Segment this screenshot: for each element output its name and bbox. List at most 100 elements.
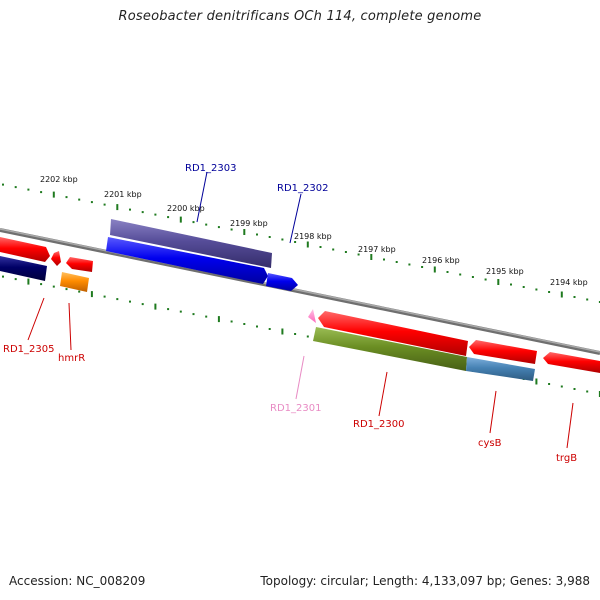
major-tick (27, 278, 30, 285)
genome-backbone-highlight (0, 228, 600, 353)
major-tick (116, 204, 119, 211)
gene-label-rd1-2303: RD1_2303 (185, 163, 236, 174)
minor-tick (332, 248, 335, 251)
major-tick (217, 316, 220, 323)
minor-tick (471, 276, 474, 278)
scale-label-2197: 2197 kbp (358, 245, 396, 254)
leader-rd1-2303 (196, 171, 208, 223)
feature-navy-left[interactable] (0, 256, 47, 281)
minor-tick (535, 288, 538, 291)
feature-trgb-arrow[interactable] (543, 352, 600, 373)
leader-lines (27, 171, 574, 449)
gene-label-trgb: trgB (556, 453, 577, 464)
major-tick (179, 216, 182, 223)
minor-tick (319, 246, 322, 248)
gene-labels: RD1_2305 hmrR RD1_2303 RD1_2302 RD1_2301… (3, 163, 577, 464)
minor-tick (459, 273, 462, 276)
leader-trgb (566, 402, 574, 449)
major-tick (370, 254, 373, 260)
minor-tick (256, 233, 258, 236)
minor-tick (243, 323, 246, 325)
major-tick (560, 291, 563, 298)
feature-cysb-arrow[interactable] (469, 340, 537, 364)
scale-label-2196: 2196 kbp (422, 256, 460, 265)
gene-label-rd1-2302: RD1_2302 (277, 183, 328, 194)
minor-tick (408, 263, 411, 266)
minor-tick (205, 315, 208, 318)
major-tick (598, 391, 600, 397)
minor-tick (179, 310, 182, 313)
major-tick (90, 291, 93, 298)
minor-tick (2, 275, 4, 278)
major-tick (154, 303, 157, 310)
feature-hmrr-upper-arrow[interactable] (66, 257, 93, 272)
minor-tick (395, 261, 398, 263)
feature-cysb[interactable] (466, 357, 535, 381)
major-tick (52, 191, 55, 198)
major-tick (535, 378, 538, 385)
feature-rd1-2300[interactable] (313, 327, 467, 371)
gene-label-hmrr: hmrR (58, 353, 85, 364)
scale-label-2198: 2198 kbp (294, 232, 332, 241)
minor-tick (14, 278, 17, 281)
minor-tick (167, 308, 170, 311)
minor-tick (446, 271, 449, 273)
minor-tick (510, 283, 512, 286)
minor-tick (256, 325, 258, 328)
gene-label-rd1-2301: RD1_2301 (270, 403, 321, 414)
major-tick (306, 241, 309, 248)
scale-label-2200: 2200 kbp (167, 204, 205, 213)
minor-tick (65, 288, 68, 291)
minor-tick (192, 221, 195, 224)
minor-tick (230, 228, 233, 231)
leader-rd1-2305 (27, 297, 45, 341)
scale-label-2202: 2202 kbp (40, 175, 78, 184)
minor-tick (268, 236, 271, 238)
scale-label-2199: 2199 kbp (230, 219, 268, 228)
scale-label-2194: 2194 kbp (550, 278, 588, 287)
gene-label-rd1-2305: RD1_2305 (3, 344, 54, 355)
minor-tick (586, 390, 589, 393)
feature-rd1-2303[interactable] (110, 219, 272, 268)
minor-tick (65, 196, 68, 199)
minor-tick (357, 253, 360, 256)
minor-tick (2, 183, 4, 186)
minor-tick (90, 201, 93, 204)
feature-rd1-2305-arrow[interactable] (0, 237, 50, 262)
minor-tick (129, 300, 131, 303)
minor-tick (548, 383, 551, 385)
minor-tick (192, 313, 195, 316)
major-tick (281, 328, 284, 335)
minor-tick (598, 301, 600, 303)
feature-rd1-2301[interactable] (308, 309, 316, 323)
minor-tick (573, 296, 576, 298)
scale-ticks-outer (2, 183, 600, 303)
leader-cysb (489, 390, 497, 434)
major-tick (243, 229, 246, 235)
minor-tick (294, 333, 297, 335)
minor-tick (586, 298, 589, 301)
feature-small-red-arrow[interactable] (51, 251, 61, 266)
leader-rd1-2301 (295, 355, 305, 400)
minor-tick (560, 385, 563, 388)
feature-hmrr[interactable] (60, 272, 89, 292)
scale-label-2195: 2195 kbp (486, 267, 524, 276)
minor-tick (40, 283, 43, 286)
major-tick (497, 279, 500, 285)
minor-tick (103, 203, 106, 206)
minor-tick (14, 186, 17, 189)
minor-tick (27, 188, 30, 191)
minor-tick (103, 295, 106, 298)
feature-rd1-2302[interactable] (266, 273, 298, 291)
minor-tick (344, 251, 347, 253)
major-tick (433, 266, 436, 273)
feature-red-long-right[interactable] (318, 311, 468, 356)
leader-rd1-2302 (289, 193, 302, 244)
gene-label-rd1-2300: RD1_2300 (353, 419, 404, 430)
minor-tick (154, 213, 157, 216)
minor-tick (141, 211, 144, 214)
minor-tick (205, 223, 208, 226)
minor-tick (141, 303, 144, 306)
feature-blue-long[interactable] (106, 237, 268, 284)
